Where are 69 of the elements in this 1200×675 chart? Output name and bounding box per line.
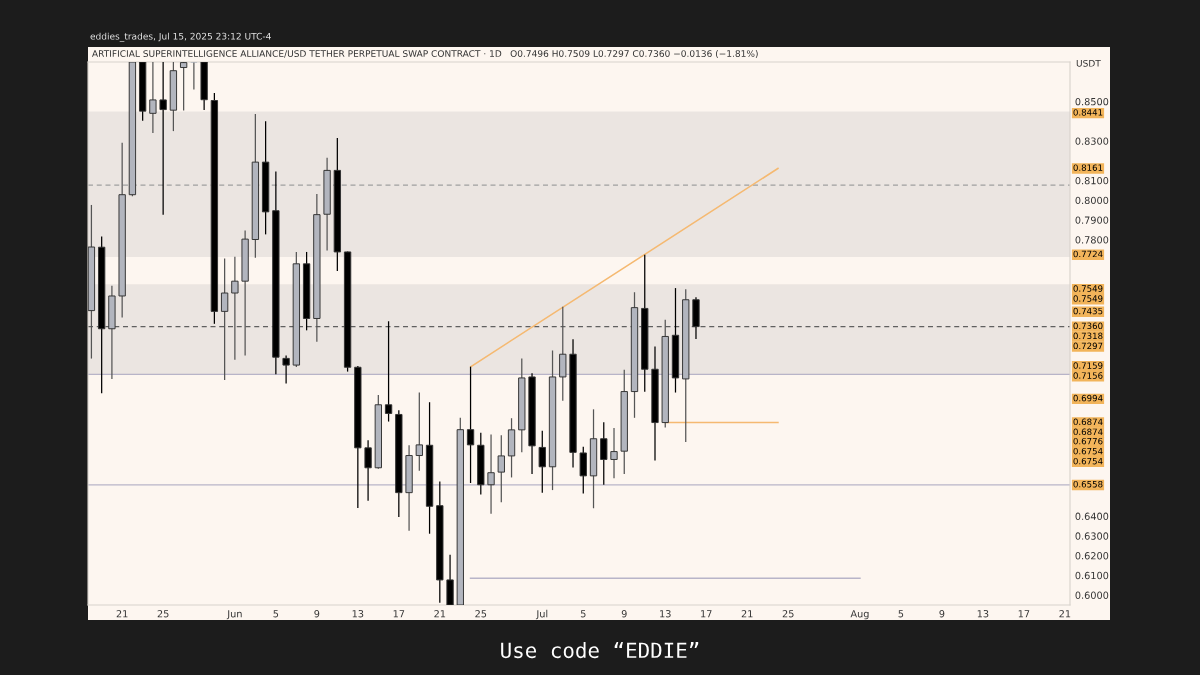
- annotation: 0.6994: [1073, 394, 1103, 402]
- annotation: 0.7360: [1073, 322, 1103, 330]
- y-tick-label: 0.8100: [1075, 176, 1109, 185]
- candlestick: [179, 62, 188, 112]
- y-tick-label: 0.6100: [1075, 571, 1109, 580]
- text: USDT: [1076, 59, 1101, 67]
- text: 0.7156: [1073, 372, 1103, 379]
- annotation: 0.7435: [1073, 307, 1103, 315]
- candlestick: [600, 421, 608, 486]
- annotation: 0.8161: [1073, 164, 1103, 171]
- annotation: 0.6558: [1073, 480, 1103, 488]
- chart-subtitle: O0.7496 H0.7509 L0.7297 C0.7360 −0.0136 (−1.81%): [510, 50, 758, 59]
- candlestick: [538, 430, 546, 494]
- x-tick-label: 21: [1059, 610, 1071, 618]
- x-tick-label: 13: [660, 610, 671, 618]
- x-tick-label: 5: [898, 610, 904, 618]
- text: 0.7549: [1073, 295, 1103, 302]
- candlestick: [415, 391, 423, 472]
- text: Use code “EDDIE”: [501, 642, 699, 659]
- y-tick-label: 0.7900: [1075, 216, 1109, 224]
- candlestick: [159, 62, 167, 216]
- candlestick: [384, 320, 393, 423]
- text: 0.6754: [1073, 447, 1103, 455]
- annotation: 0.7159: [1073, 362, 1103, 369]
- x-tick-label: 21: [116, 610, 128, 618]
- text: 0.6874: [1073, 428, 1103, 436]
- x-tick-label: 25: [157, 610, 169, 618]
- x-tick-label: 21: [741, 610, 753, 618]
- annotation: 0.7549: [1073, 285, 1103, 292]
- x-tick-label: 9: [314, 610, 320, 618]
- x-tick-label: 21: [434, 610, 446, 618]
- y-tick-label: 0.6300: [1075, 532, 1109, 540]
- x-tick-label: 13: [977, 610, 989, 618]
- x-tick-label: 17: [701, 610, 712, 618]
- candlestick: [364, 439, 372, 502]
- candlestick: [149, 62, 157, 134]
- y-tick-label: 0.7800: [1075, 236, 1109, 244]
- y-tick-label: 0.8500: [1075, 97, 1109, 106]
- annotation: 0.6874: [1073, 418, 1103, 426]
- x-tick-label: 5: [273, 610, 279, 618]
- x-tick-label: 17: [1018, 610, 1030, 618]
- x-tick-label: Jul: [535, 609, 548, 620]
- y-tick-label: 0.8300: [1075, 137, 1109, 145]
- y-tick-label: 0.6400: [1075, 512, 1109, 520]
- candlestick: [190, 62, 198, 91]
- candlestick: [579, 446, 587, 495]
- x-tick-label: 13: [352, 610, 364, 618]
- x-tick-label: Jun: [226, 610, 242, 620]
- x-tick-label: 17: [393, 610, 405, 618]
- annotation: 0.8441: [1073, 109, 1103, 116]
- candlestick: [466, 366, 475, 484]
- text: 0.6754: [1073, 457, 1103, 465]
- x-tick-label: 9: [621, 610, 627, 618]
- annotation: 0.7724: [1073, 250, 1103, 258]
- chart-title: ARTIFICIAL SUPERINTELLIGENCE ALLIANCE/USD TETHER PERPETUAL SWAP CONTRACT · 1D: [92, 50, 502, 58]
- text: 0.7318: [1073, 332, 1103, 340]
- annotation: 0.6776: [1073, 437, 1103, 445]
- text: 0.7297: [1073, 342, 1103, 350]
- x-tick-label: 25: [782, 610, 794, 618]
- x-tick-label: Aug: [850, 610, 869, 620]
- y-tick-label: 0.6000: [1075, 591, 1109, 599]
- candlestick: [610, 427, 618, 479]
- x-tick-label: 5: [580, 610, 586, 618]
- y-tick-label: 0.6200: [1075, 552, 1109, 560]
- x-tick-label: 9: [939, 610, 945, 618]
- text: eddies_trades, Jul 15, 2025 23:12 UTC-4: [90, 32, 271, 42]
- candlestick: [282, 354, 290, 385]
- x-tick-label: 25: [475, 610, 487, 618]
- y-tick-label: 0.8000: [1075, 196, 1109, 205]
